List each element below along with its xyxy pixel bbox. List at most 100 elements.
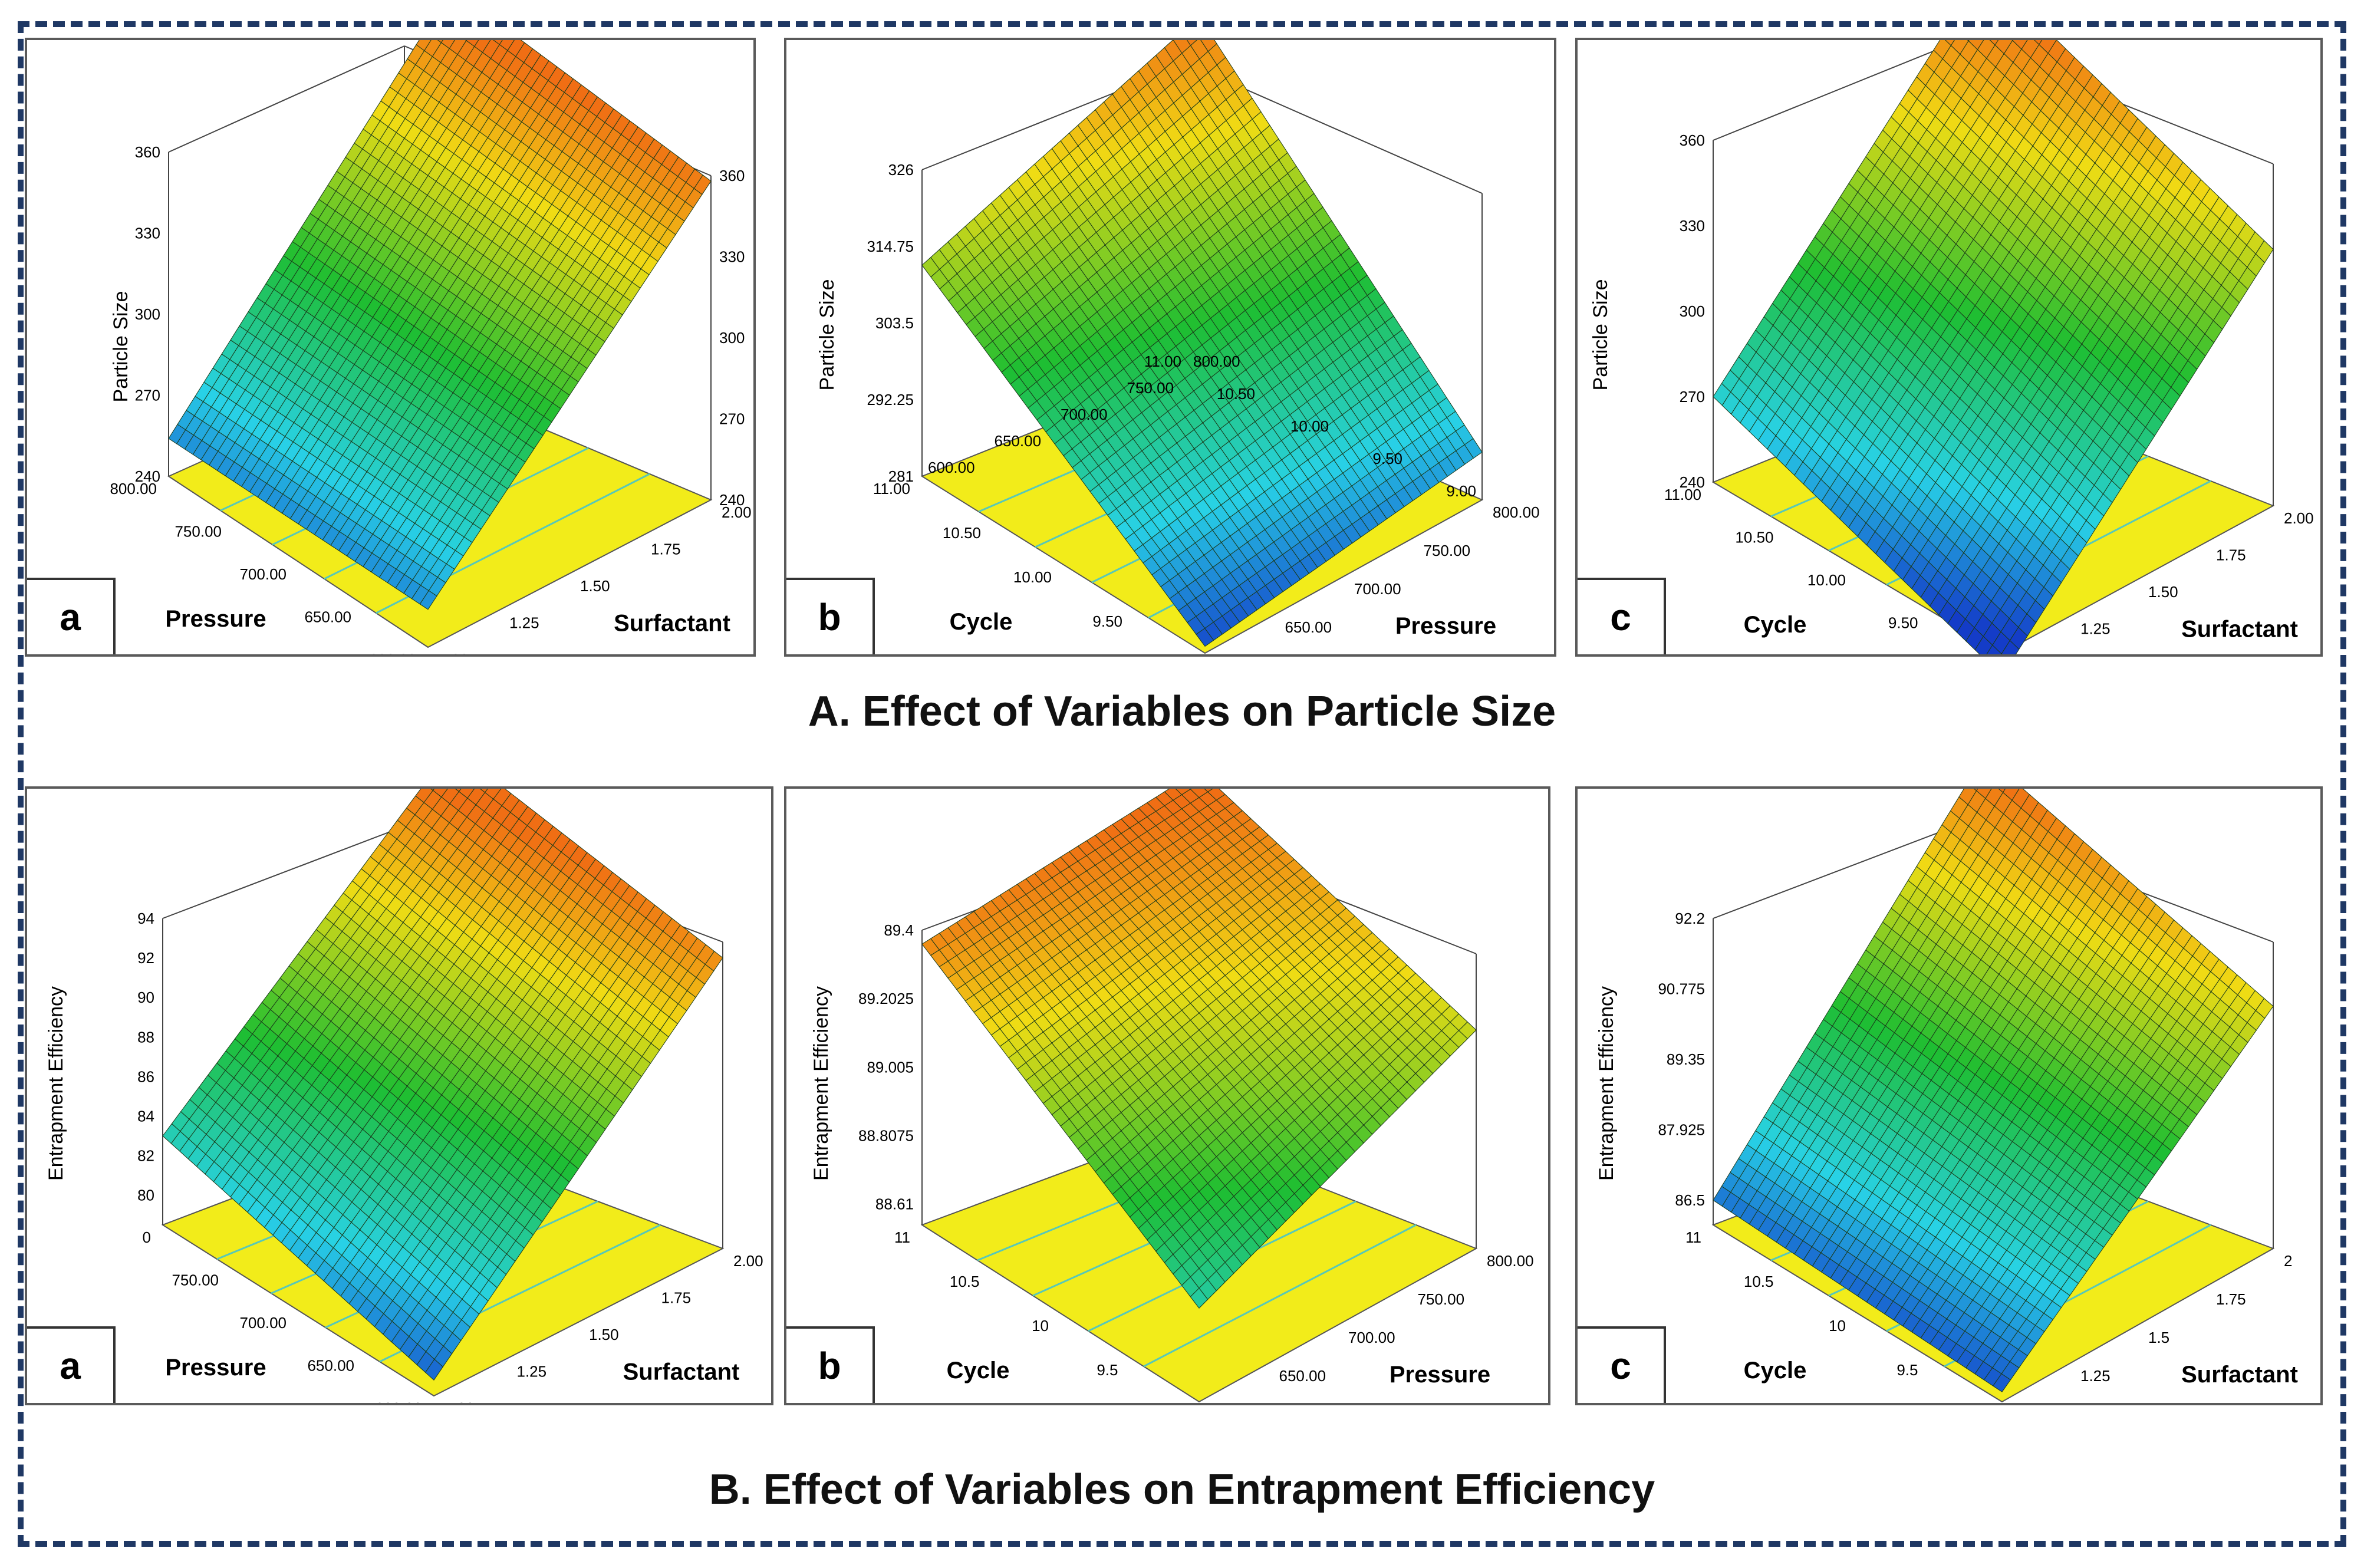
x-tick-label: 10.00 (1013, 568, 1052, 586)
surface-plot: 240270300330360240270300330360800.00750.… (110, 40, 752, 657)
y-tick-label: 1.50 (580, 577, 610, 595)
x-tick-label-back: 9.00 (1446, 482, 1476, 500)
y-axis-label: Surfactant (623, 1359, 740, 1385)
y-tick-label: 750.00 (1424, 542, 1471, 559)
surface-plot: 88.6188.807589.00589.202589.41110.5109.5… (810, 789, 1534, 1403)
x-tick-label: 700.00 (239, 565, 287, 583)
z-tick-label: 360 (135, 143, 160, 161)
y-tick-label: 1.25 (509, 614, 539, 632)
x-tick-label: 10.50 (1735, 529, 1773, 546)
surface-cell (455, 789, 462, 792)
x-tick-label-back: 9.50 (1372, 450, 1402, 467)
surface-cell (1986, 644, 2002, 654)
surface-plot: 281292.25303.5314.7532611.0010.5010.009.… (816, 40, 1540, 654)
response-surface (1713, 40, 2274, 654)
z-tick-label: 281 (888, 467, 914, 485)
z-tick-label: 80 (137, 1187, 154, 1204)
z-tick-label: 292.25 (867, 391, 914, 409)
surface-cell (1204, 789, 1213, 793)
z-tick-label: 330 (1680, 217, 1705, 235)
surface-cell (2001, 640, 2020, 654)
z-tick-label-right: 330 (719, 248, 745, 266)
y-tick-label: 700.00 (1354, 580, 1401, 598)
x-tick-label: 10.50 (943, 524, 981, 542)
panel-label-b: b (786, 578, 875, 654)
surface-cell (2034, 40, 2043, 45)
panel-particle-size-b: 281 292.25 303.5 314.75 326 11.00 10.50 10.00 9.… (784, 38, 1556, 657)
y-tick-label: 1.75 (651, 541, 681, 558)
x-tick-label: 750.00 (174, 523, 222, 541)
y-tick-label: 1.00 (445, 1399, 475, 1405)
response-surface (168, 40, 712, 610)
z-tick-label-right: 240 (719, 491, 745, 509)
z-tick-label: 326 (888, 161, 914, 179)
y-axis-label: Surfactant (2181, 617, 2298, 643)
y-tick-label: 2.00 (733, 1252, 763, 1270)
z-tick-label: 86 (137, 1068, 154, 1085)
x-tick-label: 650.00 (307, 1357, 354, 1375)
x-tick-label-back: 10.00 (1290, 417, 1329, 435)
z-tick-label: 330 (135, 225, 160, 242)
panel-particle-size-c: 24027030033036011.0010.5010.009.509.001.… (1575, 38, 2323, 657)
x-tick-label: 600.00 (369, 651, 416, 657)
surface-cell (1989, 40, 1999, 46)
z-tick-label: 90 (137, 989, 154, 1006)
response-surface (921, 40, 1483, 647)
z-tick-label-right: 360 (719, 167, 745, 185)
y-tick-label: 1.50 (589, 1326, 619, 1343)
z-tick-label-right: 270 (719, 410, 745, 428)
z-tick-label: 270 (1680, 388, 1705, 406)
z-tick-label: 300 (135, 305, 160, 323)
y-axis-label: Pressure (1395, 613, 1496, 639)
y-tick-label: 1.00 (439, 651, 469, 657)
y-tick-label-back: 750.00 (1127, 379, 1174, 397)
z-axis-label: Particle Size (110, 291, 132, 403)
surface-plot: 80828486889092940750.00700.00650.00600.0… (45, 789, 763, 1405)
panel-label-a: a (27, 1326, 116, 1403)
surface-cell (1945, 40, 1955, 46)
x-tick-label: 0 (143, 1228, 151, 1246)
z-tick-label: 240 (1680, 473, 1705, 491)
x-tick-label: 10.00 (1807, 571, 1846, 589)
response-surface (921, 789, 1477, 1309)
y-tick-label: 1.50 (2148, 583, 2178, 601)
y-tick-label: 650.00 (1285, 618, 1332, 636)
x-tick-label: 600.00 (375, 1399, 422, 1405)
surface-cell (424, 1359, 443, 1381)
y-tick-label-back: 650.00 (995, 432, 1042, 450)
x-tick-label: 11.00 (873, 480, 910, 498)
x-tick-label: 9.50 (1092, 612, 1122, 630)
x-tick-label: 800.00 (110, 480, 157, 498)
z-axis-label: Entrapment Efficiency (45, 986, 67, 1181)
x-tick-label: 11.00 (1664, 486, 1701, 503)
response-surface (162, 789, 723, 1381)
x-tick-label-back: 11.00 (1144, 353, 1181, 370)
x-tick-label: 750.00 (172, 1271, 219, 1289)
y-tick-label: 1.25 (517, 1363, 547, 1381)
z-axis-label: Particle Size (816, 279, 838, 391)
z-tick-label: 240 (135, 467, 160, 485)
surface-cell (419, 590, 437, 610)
z-axis-label: Particle Size (1589, 279, 1612, 391)
z-tick-label: 84 (137, 1107, 154, 1125)
floor-contour (1143, 1224, 1417, 1368)
y-tick-label: 2.00 (2284, 509, 2314, 527)
x-axis-label: Pressure (165, 1355, 266, 1381)
box-edge (168, 45, 405, 153)
z-tick-label: 82 (137, 1147, 154, 1165)
surface-cell (1196, 628, 1214, 647)
panel-label-a: a (27, 578, 116, 654)
section-title-a: A. Effect of Variables on Particle Size (808, 688, 1556, 735)
y-tick-label: 1.75 (2216, 546, 2246, 564)
panel-entrapment-b: 88.61 88.8075 89.005 89.2025 89.4 11 10.5 10 9.5… (784, 786, 1550, 1405)
y-tick-label-back: 800.00 (1193, 353, 1240, 370)
y-tick-label: 1.25 (2080, 620, 2111, 638)
z-tick-label-right: 300 (719, 329, 745, 347)
surface-plot: 24027030033036011.0010.5010.009.509.001.… (1589, 40, 2314, 654)
x-axis-label: Cycle (950, 609, 1013, 635)
y-tick-label: 2.00 (722, 503, 752, 521)
figure-frame (18, 21, 2346, 1547)
surface-cell (479, 789, 488, 793)
panel-particle-size-a: 240 270 300 330 360 240 270 300 330 360 800.00 750.… (25, 38, 756, 657)
y-tick-label: 1.75 (661, 1289, 692, 1307)
